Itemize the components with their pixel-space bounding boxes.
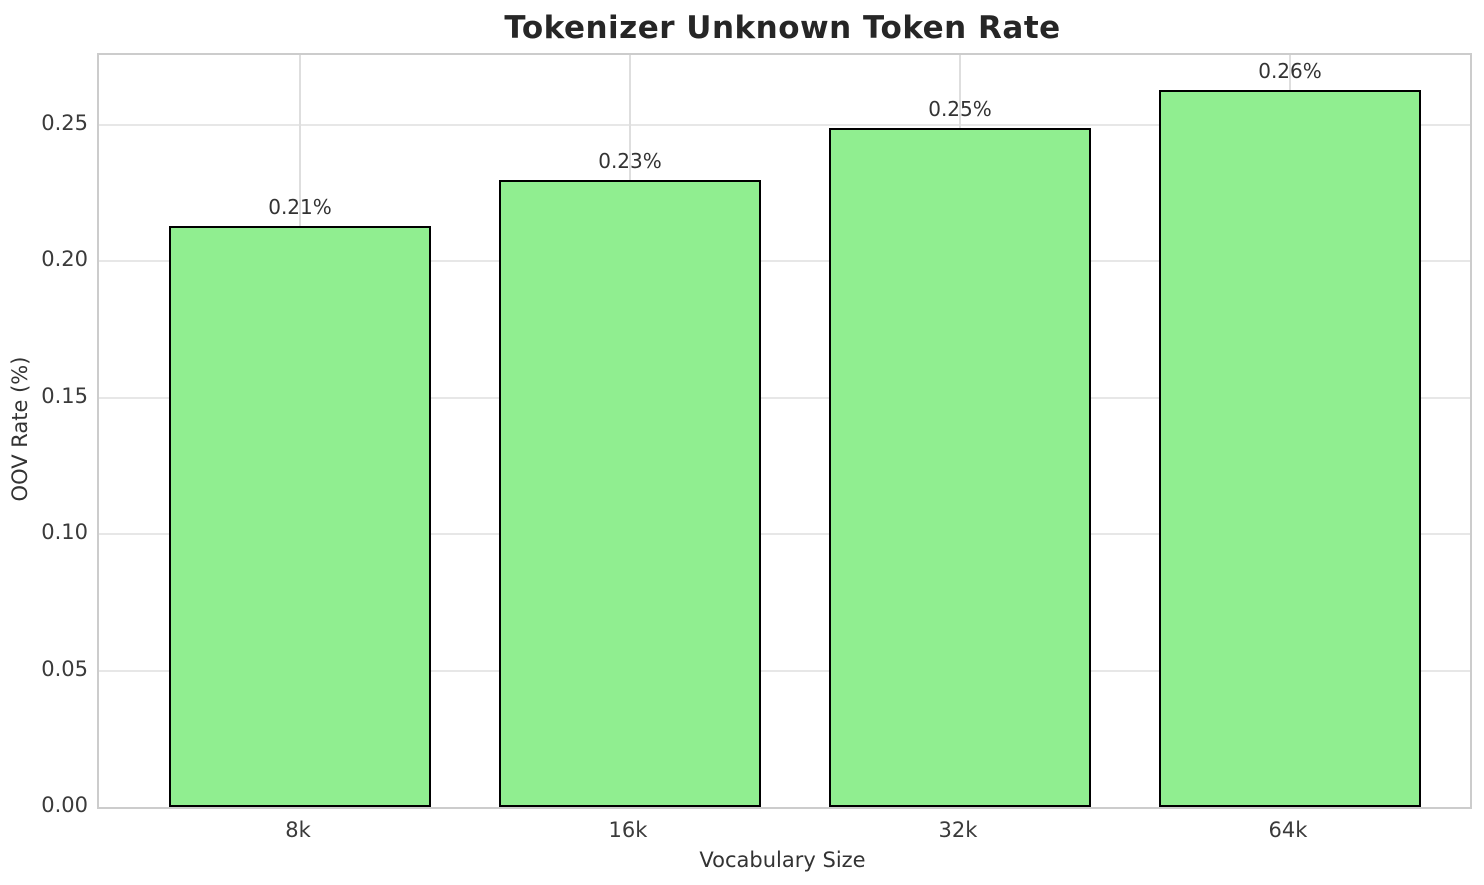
y-tick-label: 0.20 xyxy=(41,247,88,272)
bar-value-label: 0.21% xyxy=(268,195,332,219)
bar-value-label: 0.25% xyxy=(928,97,992,121)
bar-value-label: 0.23% xyxy=(598,149,662,173)
y-tick-label: 0.25 xyxy=(41,111,88,136)
y-tick-label: 0.15 xyxy=(41,383,88,408)
x-tick-label-8k: 8k xyxy=(285,818,311,842)
x-tick-label-64k: 64k xyxy=(1268,818,1308,842)
gridline-horizontal xyxy=(99,533,1470,536)
bar-32k xyxy=(829,128,1091,807)
gridline-horizontal xyxy=(99,669,1470,672)
gridline-horizontal xyxy=(99,124,1470,127)
plot-area: 0.21% 0.23% 0.25% 0.26% xyxy=(97,53,1472,809)
chart-title: Tokenizer Unknown Token Rate xyxy=(504,10,1061,46)
x-axis-label: Vocabulary Size xyxy=(699,848,866,872)
gridline-horizontal xyxy=(99,260,1470,263)
bar-64k xyxy=(1159,90,1421,807)
y-tick-label: 0.00 xyxy=(41,793,88,817)
bar-8k xyxy=(169,226,431,807)
y-tick-label: 0.05 xyxy=(41,656,88,681)
bar-value-label: 0.26% xyxy=(1258,59,1322,83)
x-tick-label-16k: 16k xyxy=(608,818,648,842)
gridline-horizontal xyxy=(99,396,1470,399)
y-axis-label: OOV Rate (%) xyxy=(8,356,32,502)
x-tick-label-32k: 32k xyxy=(938,818,978,842)
y-tick-label: 0.10 xyxy=(41,520,88,545)
bar-16k xyxy=(499,180,761,807)
